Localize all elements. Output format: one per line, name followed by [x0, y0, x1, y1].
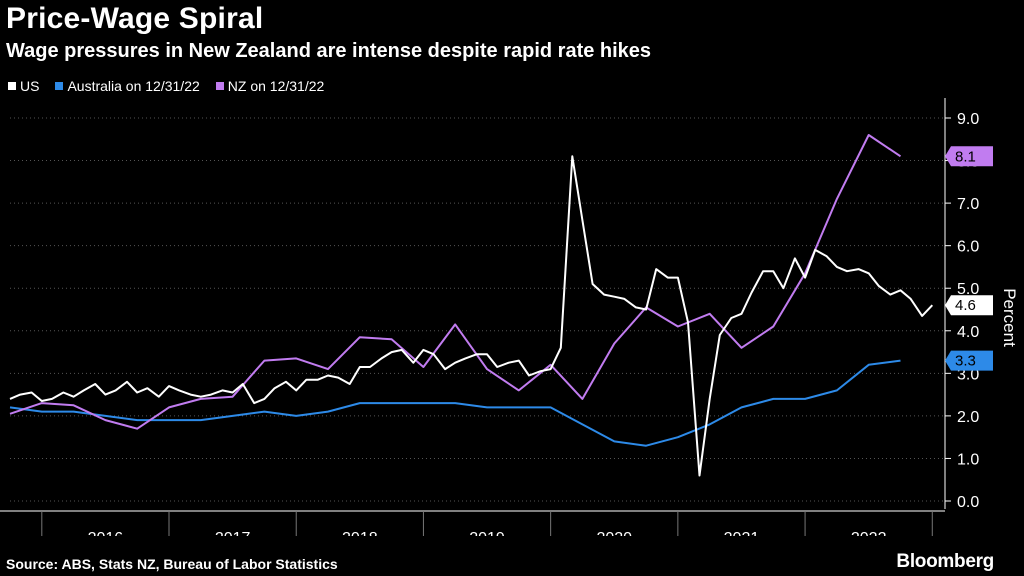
end-badge-us: 4.6 — [945, 295, 993, 316]
legend-label-australia: Australia on 12/31/22 — [67, 78, 200, 94]
legend-swatch-australia — [55, 82, 64, 90]
y-tick-label: 3.0 — [957, 366, 979, 383]
legend-label-nz: NZ on 12/31/22 — [227, 78, 325, 94]
line-chart: 2016 2017 2018 2019 2020 2021 2022 0.0 1.0 2.0 3.… — [0, 98, 1019, 536]
legend-item-australia: Australia on 12/31/22 — [55, 78, 200, 94]
series-line-nz — [9, 134, 902, 430]
badge-value: 4.6 — [955, 297, 976, 314]
badge-shape — [945, 350, 993, 371]
legend-item-us: US — [8, 78, 39, 94]
series-lines — [9, 134, 934, 477]
y-tick-label: 0.0 — [957, 494, 979, 511]
end-badge-nz: 8.1 — [945, 146, 993, 167]
x-tick-label-2019: 2019 — [469, 530, 505, 536]
x-tick-label-2017: 2017 — [215, 530, 251, 536]
gridlines — [10, 117, 945, 502]
y-tick-label: 6.0 — [957, 239, 979, 256]
end-badge-australia: 3.3 — [945, 350, 993, 371]
y-axis-title: Percent — [1000, 288, 1019, 347]
badge-value: 8.1 — [955, 148, 976, 165]
y-tick-label: 5.0 — [957, 281, 979, 298]
x-tick-label-2020: 2020 — [596, 530, 632, 536]
x-tick-label-2021: 2021 — [724, 530, 760, 536]
end-value-badges: 4.6 3.3 8.1 — [945, 146, 993, 371]
y-tick-label: 4.0 — [957, 324, 979, 341]
legend-item-nz: NZ on 12/31/22 — [215, 78, 325, 94]
series-line-australia — [9, 359, 901, 447]
legend-swatch-us — [8, 82, 16, 90]
series-line-us — [9, 155, 934, 477]
x-tick-label-2016: 2016 — [88, 530, 124, 536]
badge-shape — [945, 295, 993, 316]
badge-shape — [945, 146, 993, 167]
y-tick-label: 2.0 — [957, 409, 979, 426]
x-tick-label-2022: 2022 — [851, 530, 887, 536]
x-tick-label-2018: 2018 — [342, 530, 378, 536]
legend-label-us: US — [20, 78, 40, 94]
legend: US Australia on 12/31/22 NZ on 12/31/22 — [8, 78, 324, 94]
y-tick-label: 1.0 — [957, 451, 979, 468]
y-tick-label: 7.0 — [957, 196, 979, 213]
chart-title: Price-Wage Spiral — [6, 2, 264, 35]
bloomberg-logo: Bloomberg — [896, 551, 994, 572]
y-tick-label: 9.0 — [957, 111, 979, 128]
source-note: Source: ABS, Stats NZ, Bureau of Labor S… — [6, 556, 338, 572]
legend-swatch-nz — [215, 82, 224, 90]
chart-subtitle: Wage pressures in New Zealand are intens… — [6, 40, 652, 62]
x-axis: 2016 2017 2018 2019 2020 2021 2022 — [0, 510, 945, 536]
badge-value: 3.3 — [955, 353, 976, 370]
